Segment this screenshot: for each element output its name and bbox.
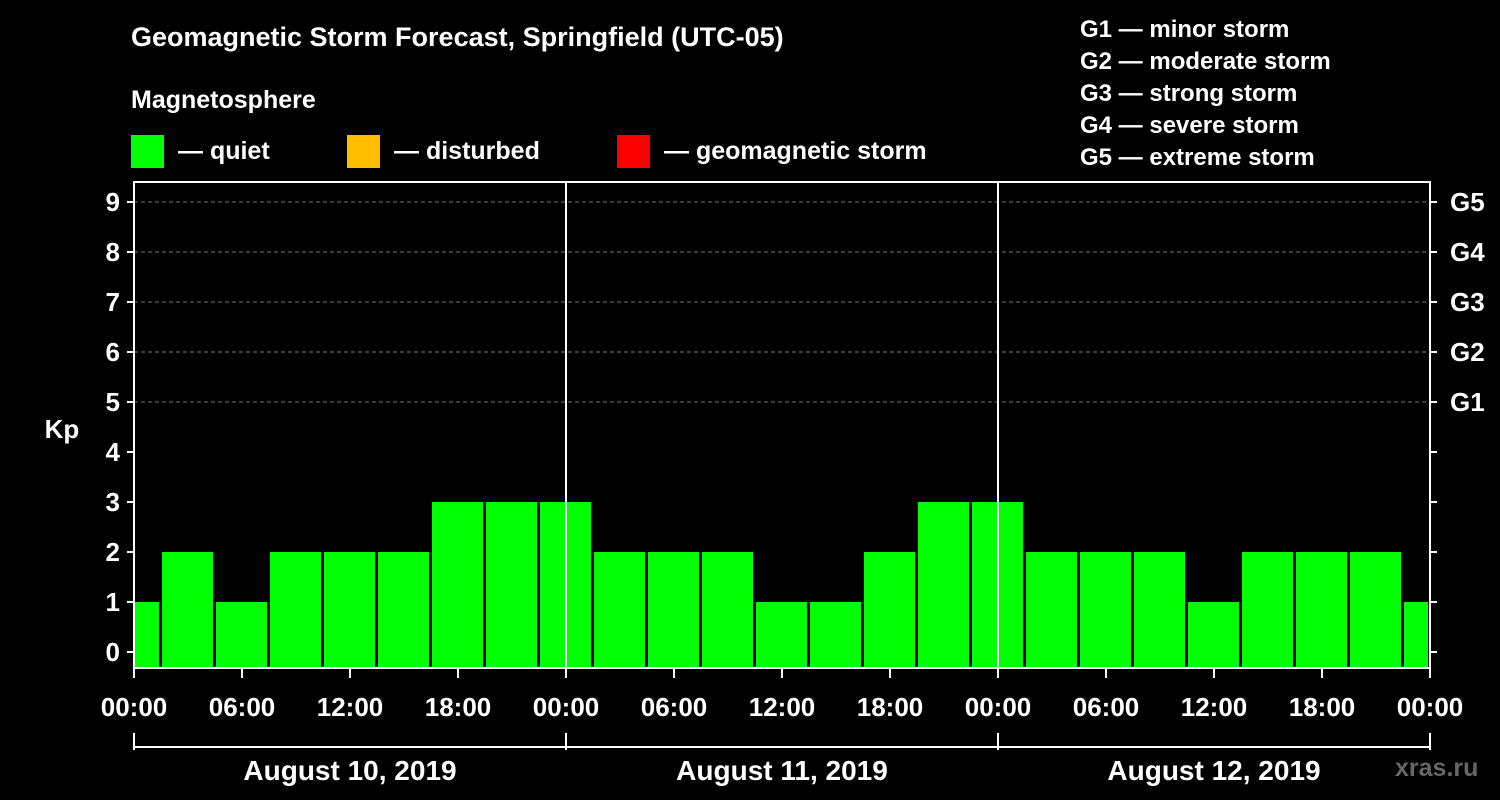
bar-7	[486, 502, 537, 668]
xtick-label-2: 12:00	[317, 692, 384, 722]
watermark: xras.ru	[1395, 754, 1479, 782]
ytick-label-0: 0	[106, 637, 120, 667]
ytick-label-4: 4	[106, 437, 121, 467]
bar-5	[378, 552, 429, 668]
bar-13	[810, 602, 861, 668]
g-scale-legend: G1 — minor storm G2 — moderate storm G3 …	[1080, 14, 1331, 174]
bar-10	[648, 552, 699, 668]
legend-quiet-swatch	[131, 134, 164, 168]
g-label-g3: G3	[1450, 287, 1485, 317]
xtick-label-4: 00:00	[533, 692, 600, 722]
legend-storm-swatch	[617, 134, 650, 168]
ytick-label-2: 2	[106, 537, 120, 567]
legend-disturbed: — disturbed	[347, 134, 540, 168]
ytick-label-9: 9	[106, 187, 120, 217]
bar-1	[162, 552, 213, 668]
xtick-label-8: 00:00	[965, 692, 1032, 722]
bar-21	[1242, 552, 1293, 668]
bar-14	[864, 552, 915, 668]
g-label-g4: G4	[1450, 237, 1485, 267]
g-legend-g5: G5 — extreme storm	[1080, 144, 1315, 171]
xtick-label-9: 06:00	[1073, 692, 1140, 722]
bar-12	[756, 602, 807, 668]
legend-disturbed-swatch	[347, 134, 380, 168]
ytick-label-7: 7	[106, 287, 120, 317]
g-label-g5: G5	[1450, 187, 1485, 217]
ytick-label-6: 6	[106, 337, 120, 367]
g-label-g1: G1	[1450, 387, 1485, 417]
legend-disturbed-label: — disturbed	[394, 136, 540, 165]
bar-20	[1188, 602, 1239, 668]
legend-quiet-label: — quiet	[178, 136, 270, 165]
xtick-label-11: 18:00	[1289, 692, 1356, 722]
ytick-label-3: 3	[106, 487, 120, 517]
bar-4	[324, 552, 375, 668]
day-label-1: August 11, 2019	[676, 755, 888, 786]
bar-9	[594, 552, 645, 668]
y-axis-label: Kp	[45, 414, 80, 444]
bar-6	[432, 502, 483, 668]
xtick-label-12: 00:00	[1397, 692, 1464, 722]
xtick-label-1: 06:00	[209, 692, 276, 722]
bar-2	[216, 602, 267, 668]
ytick-label-8: 8	[106, 237, 120, 267]
g-legend-g4: G4 — severe storm	[1080, 112, 1299, 139]
legend-quiet: — quiet	[131, 134, 270, 168]
g-legend-g1: G1 — minor storm	[1080, 16, 1290, 43]
xtick-label-10: 12:00	[1181, 692, 1248, 722]
xtick-label-3: 18:00	[425, 692, 492, 722]
bar-18	[1080, 552, 1131, 668]
bar-15	[918, 502, 969, 668]
legend-title: Magnetosphere	[131, 86, 316, 114]
bar-19	[1134, 552, 1185, 668]
xtick-label-5: 06:00	[641, 692, 708, 722]
xtick-label-7: 18:00	[857, 692, 924, 722]
xtick-label-6: 12:00	[749, 692, 816, 722]
bar-11	[702, 552, 753, 668]
day-label-0: August 10, 2019	[243, 755, 456, 786]
bar-17	[1026, 552, 1077, 668]
g-label-g2: G2	[1450, 337, 1485, 367]
ytick-label-1: 1	[106, 587, 120, 617]
legend-storm: — geomagnetic storm	[617, 134, 927, 168]
bar-24	[1404, 602, 1428, 668]
xtick-label-0: 00:00	[101, 692, 168, 722]
day-label-2: August 12, 2019	[1107, 755, 1320, 786]
bar-23	[1350, 552, 1401, 668]
chart-title: Geomagnetic Storm Forecast, Springfield …	[131, 22, 784, 52]
legend-storm-label: — geomagnetic storm	[664, 136, 927, 165]
bar-0	[135, 602, 159, 668]
g-legend-g3: G3 — strong storm	[1080, 80, 1298, 107]
ytick-label-5: 5	[106, 387, 120, 417]
bar-22	[1296, 552, 1347, 668]
bar-3	[270, 552, 321, 668]
g-legend-g2: G2 — moderate storm	[1080, 48, 1331, 75]
